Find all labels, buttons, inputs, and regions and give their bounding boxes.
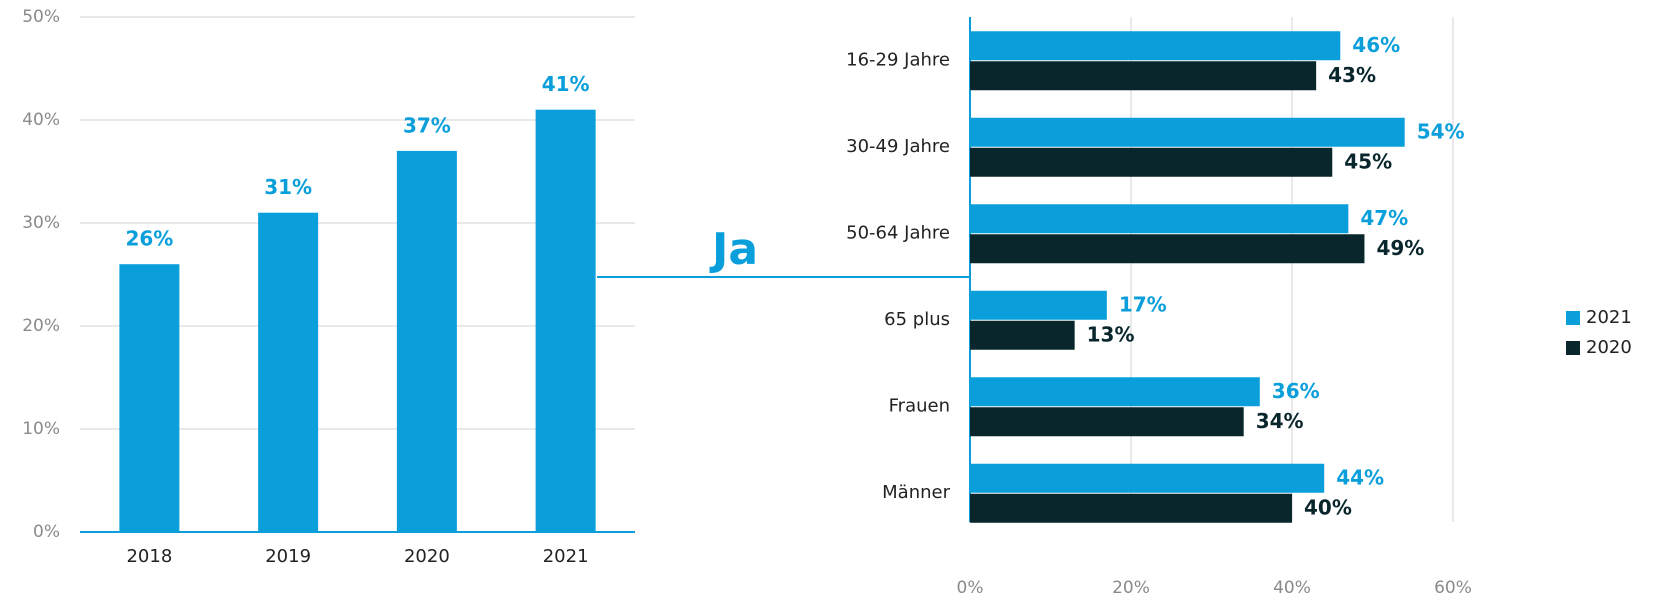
y-tick-label: 50%: [22, 7, 60, 27]
value-label: 13%: [1087, 322, 1135, 346]
bar: [970, 234, 1365, 264]
value-label: 34%: [1256, 409, 1304, 433]
legend-label: 2021: [1586, 307, 1632, 328]
value-label: 43%: [1328, 63, 1376, 87]
x-tick-label: 0%: [957, 578, 984, 598]
value-label: 47%: [1360, 206, 1408, 230]
y-tick-label: 30-49 Jahre: [846, 136, 950, 157]
x-tick-label: 2021: [543, 546, 589, 567]
y-tick-label: 40%: [22, 110, 60, 130]
y-tick-label: 10%: [22, 419, 60, 439]
bar: [396, 150, 457, 532]
x-tick-label: 60%: [1434, 578, 1472, 598]
value-label: 26%: [125, 227, 173, 251]
x-tick-label: 20%: [1112, 578, 1150, 598]
bar: [119, 264, 180, 532]
bar: [970, 407, 1244, 437]
bar: [970, 320, 1075, 350]
legend-label: 2020: [1586, 337, 1632, 358]
y-tick-label: 30%: [22, 213, 60, 233]
y-tick-label: 16-29 Jahre: [846, 49, 950, 70]
x-tick-label: 2020: [404, 546, 450, 567]
value-label: 17%: [1119, 292, 1167, 316]
bar: [970, 290, 1107, 320]
bar: [970, 31, 1341, 61]
value-label: 41%: [542, 72, 590, 96]
x-tick-label: 2018: [126, 546, 172, 567]
legend-swatch: [1566, 311, 1580, 325]
y-tick-label: 20%: [22, 316, 60, 336]
legend-swatch: [1566, 341, 1580, 355]
y-tick-label: 0%: [33, 522, 60, 542]
value-label: 40%: [1304, 495, 1352, 519]
value-label: 46%: [1352, 33, 1400, 57]
value-label: 45%: [1344, 149, 1392, 173]
value-label: 37%: [403, 113, 451, 137]
bar: [970, 463, 1325, 493]
x-tick-label: 2019: [265, 546, 311, 567]
value-label: 36%: [1272, 379, 1320, 403]
x-tick-label: 40%: [1273, 578, 1311, 598]
y-tick-label: 50-64 Jahre: [846, 222, 950, 243]
value-label: 49%: [1376, 236, 1424, 260]
value-label: 31%: [264, 175, 312, 199]
value-label: 54%: [1417, 119, 1465, 143]
annotation: Ja: [709, 224, 758, 275]
bar: [970, 377, 1260, 407]
bar: [970, 117, 1405, 147]
bar: [970, 61, 1317, 91]
bar: [535, 109, 596, 532]
y-tick-label: 65 plus: [884, 309, 950, 330]
y-tick-label: Männer: [882, 482, 950, 503]
bar: [258, 212, 319, 532]
bar: [970, 204, 1349, 234]
bar: [970, 147, 1333, 177]
value-label: 44%: [1336, 465, 1384, 489]
y-tick-label: Frauen: [889, 395, 950, 416]
bar: [970, 493, 1292, 523]
